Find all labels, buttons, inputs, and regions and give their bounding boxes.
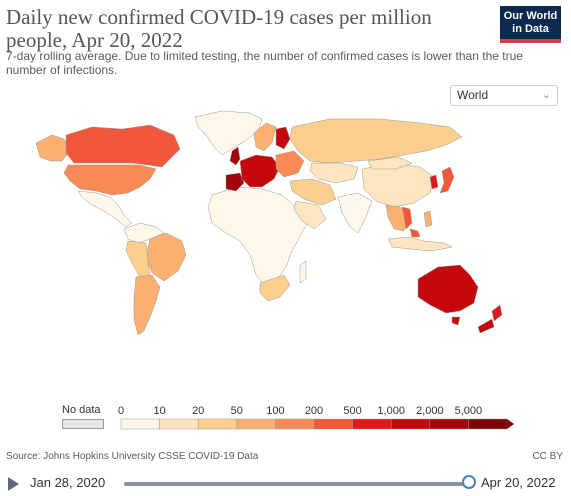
legend-no-data-swatch: [62, 419, 104, 429]
region-dropdown[interactable]: World ⌄: [450, 85, 558, 106]
legend-bin-swatch: [429, 418, 469, 430]
region-russia[interactable]: [289, 118, 463, 164]
region-india[interactable]: [337, 192, 373, 234]
legend-tick-label: 500: [343, 405, 361, 417]
region-canada[interactable]: [65, 124, 181, 168]
chart-subtitle: 7-day rolling average. Due to limited te…: [6, 49, 523, 77]
region-korea[interactable]: [429, 174, 439, 190]
timeline: Jan 28, 2020 Apr 20, 2022: [0, 472, 571, 496]
legend-bin-swatch: [468, 418, 508, 430]
region-china[interactable]: [361, 162, 435, 208]
chart-title: Daily new confirmed COVID-19 cases per m…: [6, 5, 432, 52]
region-scandinavia[interactable]: [253, 122, 277, 152]
legend-tick-label: 50: [231, 405, 243, 417]
region-south-america-north[interactable]: [123, 222, 165, 244]
region-western-europe[interactable]: [239, 154, 281, 188]
legend-tick-label: 200: [305, 405, 323, 417]
region-tasmania[interactable]: [451, 316, 461, 326]
region-eastern-europe[interactable]: [275, 150, 305, 178]
legend-tick-label: 0: [118, 405, 124, 417]
region-south-africa[interactable]: [259, 274, 291, 302]
region-philippines[interactable]: [423, 210, 433, 228]
region-uk[interactable]: [229, 146, 241, 166]
legend-bin-swatch: [236, 418, 276, 430]
logo-line-1: Our World: [503, 10, 558, 22]
world-map[interactable]: [0, 105, 571, 345]
region-greenland[interactable]: [194, 110, 263, 156]
color-legend: 0 10 20 50 100 200 500 1,000 2,000 5,000: [118, 405, 514, 430]
region-turkey-iran[interactable]: [289, 178, 337, 206]
timeline-handle[interactable]: [462, 475, 476, 489]
play-icon[interactable]: [8, 477, 19, 491]
region-malaysia[interactable]: [409, 228, 421, 238]
license-link[interactable]: CC BY: [532, 451, 563, 462]
region-vietnam[interactable]: [401, 206, 413, 230]
chevron-down-icon: ⌄: [541, 89, 551, 101]
region-kazakhstan[interactable]: [309, 162, 359, 184]
legend-bin-swatch: [120, 418, 160, 430]
legend-bin-swatch: [313, 418, 353, 430]
legend-tick-label: 1,000: [377, 405, 405, 417]
region-japan[interactable]: [439, 166, 455, 194]
legend-tick-label: 100: [266, 405, 284, 417]
timeline-end-date[interactable]: Apr 20, 2022: [481, 475, 556, 490]
region-dropdown-value: World: [457, 88, 489, 102]
legend-bin-swatch: [352, 418, 392, 430]
region-africa[interactable]: [207, 186, 311, 288]
legend-tick-label: 5,000: [455, 405, 483, 417]
region-finland[interactable]: [275, 126, 291, 150]
timeline-start-date[interactable]: Jan 28, 2020: [30, 475, 106, 490]
legend-tick-label: 10: [153, 405, 165, 417]
region-usa[interactable]: [63, 164, 157, 196]
legend-arrow-tip: [507, 419, 514, 429]
legend-no-data-label: No data: [62, 404, 101, 416]
timeline-track[interactable]: [124, 482, 469, 486]
region-new-zealand[interactable]: [491, 304, 503, 322]
region-iberia[interactable]: [225, 172, 245, 192]
region-australia[interactable]: [417, 264, 479, 314]
region-new-zealand-south[interactable]: [477, 318, 495, 334]
legend-bin-swatch: [275, 418, 315, 430]
region-mexico[interactable]: [77, 190, 133, 228]
source-note: Source: Johns Hopkins University CSSE CO…: [6, 451, 259, 462]
region-mongolia[interactable]: [367, 156, 413, 170]
legend-tick-label: 20: [192, 405, 204, 417]
owid-logo[interactable]: Our World in Data: [500, 6, 561, 43]
legend-bin-swatch: [159, 418, 199, 430]
region-indonesia[interactable]: [387, 236, 453, 252]
legend-bin-swatch: [390, 418, 431, 430]
region-madagascar[interactable]: [299, 260, 307, 284]
region-brazil[interactable]: [145, 232, 187, 282]
legend-bin-swatch: [197, 418, 238, 430]
region-argentina-chile[interactable]: [133, 274, 161, 336]
logo-line-2: in Data: [512, 23, 549, 35]
region-peru-bolivia[interactable]: [125, 240, 151, 278]
region-middle-east[interactable]: [293, 200, 327, 230]
legend-tick-label: 2,000: [416, 405, 444, 417]
region-alaska[interactable]: [35, 134, 71, 162]
